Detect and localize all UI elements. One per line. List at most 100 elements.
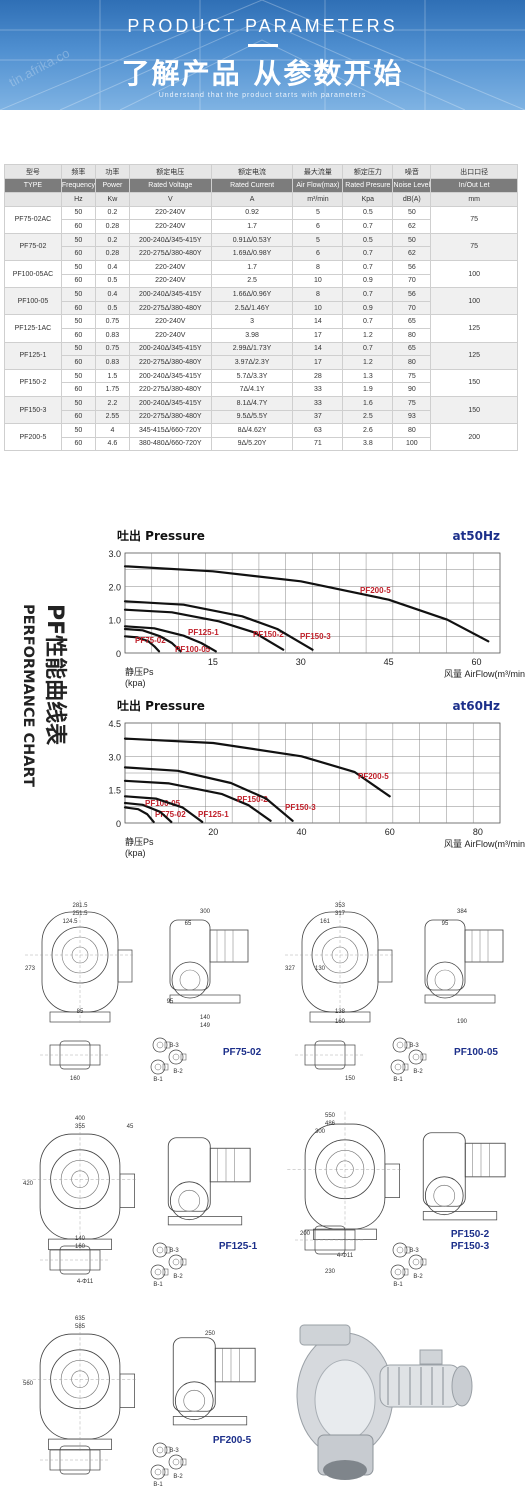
table-cell: 100 (430, 259, 518, 289)
table-cell: 2.99Δ/1.73Y (210, 341, 294, 357)
x-tick-label: 45 (384, 657, 394, 667)
table-cell: 0.5 (94, 273, 130, 289)
table-cell: 37 (292, 409, 344, 425)
series-label: PF150-2 (237, 795, 268, 804)
dimension-text: 250 (205, 1331, 216, 1337)
pf150-front-view (286, 1111, 404, 1244)
table-cell: 4 (94, 423, 130, 438)
table-cell: 噪音 (392, 164, 432, 179)
table-cell: 0.5 (94, 300, 130, 316)
pf125-front-view (21, 1121, 139, 1254)
y-tick-label: 4.5 (108, 719, 121, 729)
table-cell: In/Out Let (430, 178, 518, 193)
table-cell: 50 (392, 232, 432, 248)
dimension-text: 65 (185, 921, 192, 927)
table-cell: 0.7 (342, 246, 394, 261)
table-cell: 56 (392, 287, 432, 302)
model-label-pf100-05: PF100-05 (454, 1047, 498, 1058)
roof-truss-graphic (0, 0, 525, 110)
table-cell: 220-275Δ/380-480Y (128, 409, 212, 425)
table-cell: 2.5Δ/1.46Y (210, 300, 294, 316)
table-cell: 1.7 (210, 219, 294, 234)
view-label: B-2 (173, 1274, 183, 1280)
view-label: B-2 (173, 1474, 183, 1480)
table-cell: 1.69Δ/0.98Y (210, 246, 294, 261)
table-cell: 50 (60, 232, 96, 248)
dimension-text: 190 (457, 1019, 468, 1025)
table-cell: 17 (292, 327, 344, 343)
table-cell: TYPE (4, 178, 62, 193)
table-cell: Kpa (342, 192, 394, 207)
mini-fan-icon (150, 1264, 169, 1280)
table-cell: 0.7 (342, 341, 394, 357)
table-cell: 75 (430, 232, 518, 261)
table-row: 60 0.5 220-275Δ/380-480Y 2.5Δ/1.46Y 10 0.9 70 (5, 300, 518, 316)
table-cell: 最大流量 (292, 164, 344, 179)
table-cell: 10 (292, 273, 344, 289)
table-cell: Frequency (60, 178, 96, 193)
table-cell (4, 192, 62, 207)
table-cell: 1.9 (342, 382, 394, 397)
table-cell: 380-480Δ/660-720Y (128, 436, 212, 452)
table-cell: 62 (392, 246, 432, 261)
subtitle: Understand that the product starts with … (158, 92, 367, 99)
series-line (123, 779, 272, 822)
view-label: B-2 (413, 1069, 423, 1075)
table-cell: 1.2 (342, 355, 394, 370)
series-label: PF150-3 (300, 632, 331, 641)
series-line (123, 627, 182, 653)
table-cell: 56 (392, 259, 432, 275)
series-line (123, 565, 490, 643)
table-row: 60 1.75 220-275Δ/380-480Y 7Δ/4.1Y 33 1.9 90 (5, 382, 518, 397)
series-line (123, 806, 155, 823)
table-cell: 10 (292, 300, 344, 316)
series-label: PF100-05 (145, 799, 181, 808)
table-cell: 0.7 (342, 287, 394, 302)
view-label: B-3 (409, 1043, 419, 1049)
table-cell: PF75-02 (4, 232, 62, 261)
table-cell: 14 (292, 341, 344, 357)
table-cell: 2.5 (342, 409, 394, 425)
product-photo-pf150-3h (290, 1313, 515, 1483)
table-cell: 出口口径 (430, 164, 518, 179)
table-cell: PF150-3 (4, 395, 62, 425)
pf200-front-view (21, 1321, 139, 1454)
table-cell: 65 (392, 341, 432, 357)
table-cell: 7Δ/4.1Y (210, 382, 294, 397)
table-cell: PF150-2 (4, 368, 62, 397)
mini-fan-icon (150, 1464, 169, 1480)
mini-fan-icon (392, 1242, 411, 1258)
table-cell: 65 (392, 314, 432, 329)
table-cell: 17 (292, 355, 344, 370)
dimension-text: 150 (345, 1076, 356, 1082)
y-tick-label: 1.5 (108, 786, 121, 796)
table-cell: 62 (392, 219, 432, 234)
table-cell: 125 (430, 341, 518, 370)
table-cell: 0.75 (94, 314, 130, 329)
table-cell: 220-275Δ/380-480Y (128, 246, 212, 261)
mini-fan-icon (392, 1037, 411, 1053)
table-cell: 1.7 (210, 259, 294, 275)
dimension-text: 140 (200, 1015, 211, 1021)
model-label-pf200-5: PF200-5 (213, 1435, 252, 1446)
table-cell: 70 (392, 300, 432, 316)
series-line (123, 801, 173, 823)
table-cell: 3 (210, 314, 294, 329)
table-cell: 220-240V (128, 273, 212, 289)
dimension-text: 149 (200, 1023, 211, 1029)
table-cell: 60 (60, 300, 96, 316)
x-tick-label: 60 (472, 657, 482, 667)
series-line (123, 737, 391, 798)
dimension-text: 95 (442, 921, 449, 927)
mini-fan-icon (152, 1037, 171, 1053)
table-cell: Kw (94, 192, 130, 207)
table-cell: 1.75 (94, 382, 130, 397)
table-cell: 9Δ/5.20Y (210, 436, 294, 452)
table-cell: 8Δ/4.62Y (210, 423, 294, 438)
table-cell: 80 (392, 327, 432, 343)
chart-subtitle: at50Hz (452, 529, 500, 543)
table-cell: 220-240V (128, 219, 212, 234)
chart-title: 吐出 Pressure (117, 528, 205, 543)
series-line (123, 600, 314, 651)
